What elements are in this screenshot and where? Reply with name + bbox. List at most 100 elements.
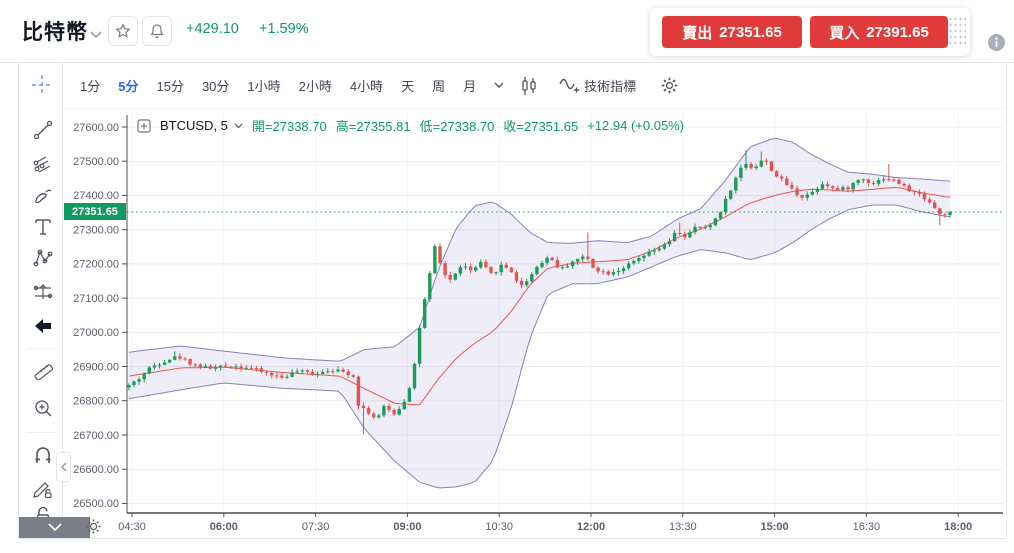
left-border [18, 62, 19, 538]
svg-text:26500.00: 26500.00 [73, 498, 119, 510]
sidebar-collapse-tab[interactable] [56, 452, 71, 482]
alert-button[interactable] [142, 16, 172, 46]
interval-button-30分[interactable]: 30分 [201, 79, 230, 94]
header-divider [0, 62, 1014, 63]
magnet-tool[interactable] [32, 445, 54, 467]
indicator-wave-icon [559, 78, 580, 92]
legend-symbol-text: BTCUSD, 5 [160, 118, 228, 133]
svg-text:15:00: 15:00 [761, 521, 789, 533]
sell-price: 27351.65 [719, 23, 782, 41]
sidebar-separator [26, 348, 56, 349]
svg-text:27100.00: 27100.00 [73, 293, 119, 305]
time-axis-settings-button[interactable] [85, 518, 102, 540]
interval-button-天[interactable]: 天 [401, 79, 415, 94]
chart-area[interactable]: 27600.00 27500.00 27400.00 27300.00 27200.00… [62, 108, 1006, 538]
buy-price: 27391.65 [866, 23, 929, 41]
interval-button-15分[interactable]: 15分 [156, 79, 184, 94]
price-change-abs: +429.10 [186, 21, 239, 37]
sidebar-divider [62, 62, 63, 538]
svg-text:04:30: 04:30 [118, 521, 146, 533]
trend-line-icon [33, 120, 53, 140]
pencil-lock-icon [33, 482, 52, 499]
drag-handle[interactable] [948, 16, 966, 48]
trade-panel: 賣出 27351.65 買入 27391.65 [650, 8, 970, 56]
more-intervals-button[interactable] [494, 82, 504, 89]
favorite-button[interactable] [108, 16, 138, 46]
buy-button[interactable]: 買入 27391.65 [810, 16, 948, 48]
magnet-icon [35, 447, 51, 463]
svg-text:27300.00: 27300.00 [73, 225, 119, 237]
indicators-label: 技術指標 [584, 79, 637, 94]
text-tool[interactable] [32, 216, 54, 238]
brush-icon [35, 189, 52, 204]
svg-text:27400.00: 27400.00 [73, 190, 119, 202]
svg-text:18:00: 18:00 [944, 521, 972, 533]
chart-legend: BTCUSD, 5 開=27338.70 高=27355.81 低=27338.… [137, 116, 684, 135]
drawing-mode-lock-tool[interactable] [32, 478, 54, 500]
svg-text:16:30: 16:30 [853, 521, 881, 533]
sidebar-separator [26, 432, 56, 433]
chevron-down-icon [234, 123, 243, 128]
svg-text:13:30: 13:30 [669, 521, 697, 533]
symbol-dropdown-icon[interactable] [90, 26, 102, 44]
bell-icon [150, 24, 164, 39]
svg-text:27600.00: 27600.00 [73, 122, 119, 134]
xabcd-pattern-tool[interactable] [32, 247, 54, 269]
svg-text:06:00: 06:00 [210, 521, 238, 533]
svg-text:27000.00: 27000.00 [73, 327, 119, 339]
long-position-icon [33, 284, 53, 299]
trend-line-tool[interactable] [32, 119, 54, 141]
chart-style-button[interactable] [520, 76, 538, 96]
ruler-icon [34, 364, 54, 380]
plus-box-icon[interactable] [137, 118, 151, 133]
interval-button-5分[interactable]: 5分 [118, 79, 139, 94]
chart-toolbar: 1分 5分 15分 30分 1小時 2小時 4小時 天 周 月 技術指標 [63, 63, 1006, 108]
symbol-title[interactable]: 比特幣 [22, 21, 88, 44]
settings-button[interactable] [660, 76, 679, 95]
candlestick-style-icon [522, 76, 536, 95]
interval-buttons: 1分 5分 15分 30分 1小時 2小時 4小時 天 周 月 [71, 72, 485, 99]
crosshair-icon [32, 75, 52, 95]
svg-text:26800.00: 26800.00 [73, 396, 119, 408]
legend-open: 開=27338.70 [251, 119, 327, 134]
right-border [1006, 62, 1007, 538]
arrow-left-icon [35, 319, 51, 333]
brush-tool[interactable] [32, 186, 54, 208]
interval-button-4小時[interactable]: 4小時 [349, 79, 384, 94]
legend-high: 高=27355.81 [335, 119, 411, 134]
indicators-button[interactable]: 技術指標 [559, 76, 636, 95]
crosshair-tool[interactable] [31, 74, 53, 101]
svg-text:26900.00: 26900.00 [73, 361, 119, 373]
time-axis-gear-icon [86, 519, 101, 534]
zoom-in-tool[interactable] [32, 397, 54, 419]
interval-button-2小時[interactable]: 2小時 [298, 79, 332, 94]
info-icon[interactable] [988, 34, 1005, 51]
pitchfork-icon [33, 156, 51, 173]
price-change-pct: +1.59% [259, 21, 309, 37]
arrow-marker-tool[interactable] [32, 315, 54, 337]
xabcd-pattern-icon [33, 249, 53, 267]
interval-button-周[interactable]: 周 [432, 79, 446, 94]
long-position-tool[interactable] [32, 281, 54, 303]
ruler-tool[interactable] [32, 358, 54, 380]
price-chart[interactable]: 27600.00 27500.00 27400.00 27300.00 27200.00… [62, 108, 1006, 538]
legend-low: 低=27338.70 [419, 119, 495, 134]
text-icon [35, 219, 51, 235]
chevron-left-icon [60, 462, 66, 472]
interval-button-月[interactable]: 月 [463, 79, 477, 94]
zoom-in-icon [35, 400, 52, 417]
pitchfork-tool[interactable] [32, 154, 54, 176]
interval-button-1分[interactable]: 1分 [80, 79, 101, 94]
svg-text:07:30: 07:30 [302, 521, 330, 533]
chevron-down-icon [494, 82, 504, 88]
sidebar-scroll-down-button[interactable] [19, 517, 90, 538]
svg-text:26600.00: 26600.00 [73, 464, 119, 476]
toolbar-divider [62, 108, 1006, 109]
header: 比特幣 +429.10 +1.59% 賣出 27351.65 買入 27391.… [0, 0, 1014, 62]
svg-text:27500.00: 27500.00 [73, 156, 119, 168]
svg-text:12:00: 12:00 [577, 521, 605, 533]
legend-symbol[interactable]: BTCUSD, 5 [160, 118, 243, 133]
interval-button-1小時[interactable]: 1小時 [247, 79, 281, 94]
sell-button[interactable]: 賣出 27351.65 [662, 16, 802, 48]
